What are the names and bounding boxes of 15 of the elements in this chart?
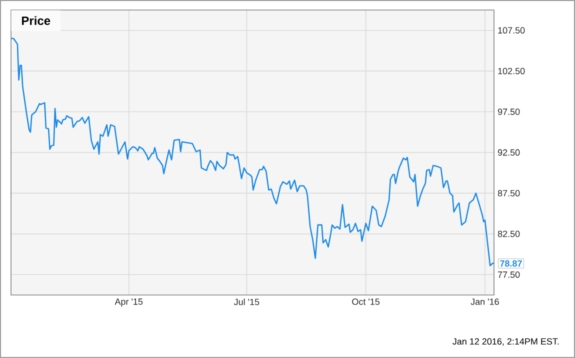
y-tick-label: 87.50 — [498, 190, 520, 196]
line-series — [10, 38, 495, 266]
x-tick-label: Jul '15 — [234, 298, 260, 306]
y-tick-label: 102.50 — [498, 68, 525, 74]
y-tick-label: 77.50 — [498, 271, 520, 278]
text: Jan 12 2016, 2:14PM EST. — [452, 338, 559, 346]
y-tick-label: 107.50 — [498, 27, 525, 34]
x-tick-label: Oct '15 — [352, 298, 380, 305]
x-tick-label: Apr '15 — [114, 298, 143, 307]
annotation: 78.87 — [500, 260, 522, 267]
y-tick-label: 82.50 — [498, 230, 520, 238]
x-tick-label: Jan '16 — [470, 298, 499, 305]
chart-title: Price — [22, 16, 50, 25]
y-tick-label: 97.50 — [498, 108, 520, 115]
y-tick-label: 92.50 — [498, 149, 520, 156]
